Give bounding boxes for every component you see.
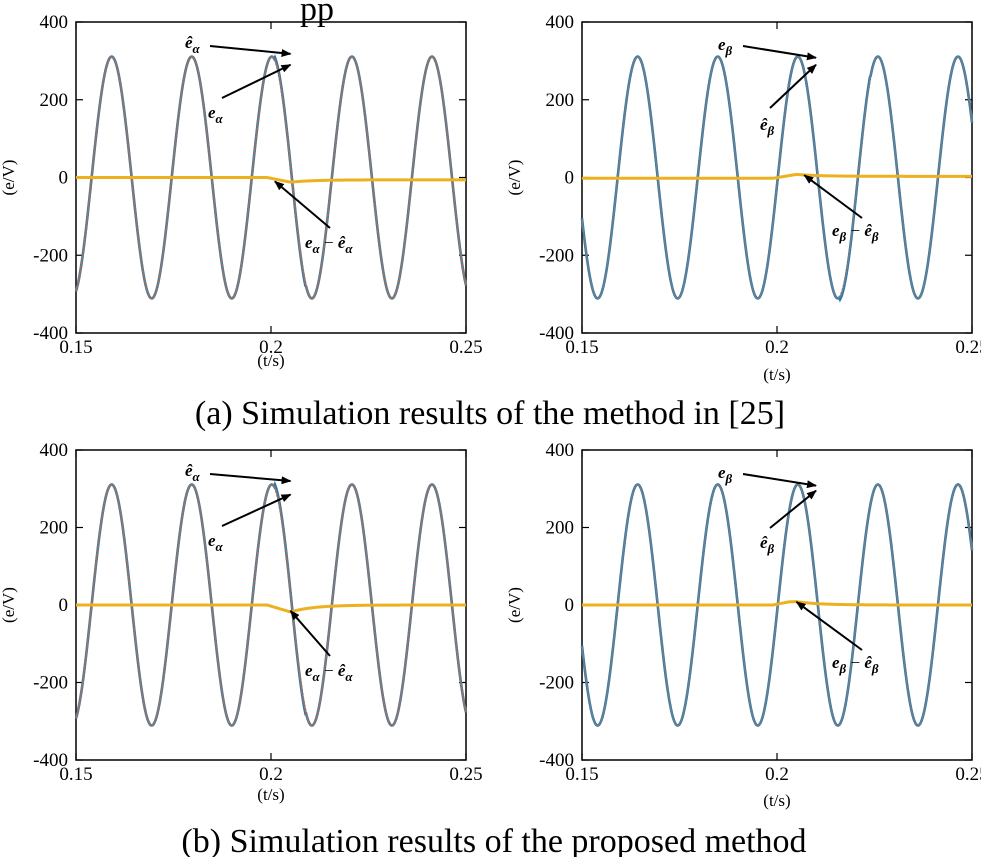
annotation-arrow [209,45,292,57]
series-line-overlap [581,483,973,727]
x-axis-label: (t/s) [257,351,284,370]
x-tick-label: 0.15 [565,764,598,785]
x-tick-label: 0.25 [955,764,981,785]
y-tick-label: 0 [565,168,575,189]
annotation-arrow [742,45,817,61]
y-axis-label: (e/V) [505,587,524,623]
x-tick-label: 0.15 [59,764,92,785]
annotation-arrow [742,473,817,489]
annotation-arrow [795,601,863,651]
y-tick-label: 0 [59,168,69,189]
series-line-overlap [75,55,467,300]
series-line-overlap [581,55,973,300]
caption-a: (a) Simulation results of the method in … [195,395,785,432]
y-tick-label: 0 [59,595,69,616]
annotation-estimate-label: êα [185,461,201,484]
annotation-actual-label: eβ [718,463,733,486]
annotation-arrow [221,63,292,99]
x-tick-label: 0.25 [449,764,482,785]
annotation-actual-label: eα [208,531,224,554]
y-axis-label: (e/V) [0,160,18,196]
annotation-estimate-label: êα [185,33,201,56]
series-line-error [76,176,466,184]
x-axis-label: (t/s) [763,365,790,384]
annotation-arrow [274,180,331,229]
series-line-error [582,172,972,180]
y-tick-label: 200 [546,90,575,111]
panel-b-alpha: -400 -200 0 200 400 0.15 0.2 0.25 (e/V) (t/s) êα eα… [0,440,483,804]
top-partial-caption: pp [300,0,334,28]
series-line-error [76,603,466,614]
annotation-error-label: eβ − êβ [832,653,879,676]
x-tick-label: 0.2 [765,337,789,358]
annotation-estimate-label: êβ [760,115,775,138]
y-tick-label: 400 [40,12,69,33]
y-tick-label: -200 [539,245,574,266]
y-tick-label: -400 [539,750,574,771]
y-tick-label: 400 [546,440,575,461]
panel-b-beta: -400 -200 0 200 400 0.15 0.2 0.25 (e/V) (t/s) eβ êβ… [505,440,981,810]
annotation-arrow [769,489,817,529]
x-tick-label: 0.2 [259,337,283,358]
annotation-arrow [209,473,292,485]
y-tick-label: 200 [546,518,575,539]
y-tick-label: 200 [40,518,69,539]
annotation-arrow [803,174,863,219]
y-tick-label: -400 [33,323,68,344]
x-axis-label: (t/s) [257,785,284,804]
series-line-overlap [75,483,467,727]
x-tick-label: 0.25 [449,337,482,358]
y-tick-label: 200 [40,90,69,111]
y-tick-label: 400 [546,12,575,33]
annotation-actual-label: eα [208,103,224,126]
panel-a-alpha: -400 -200 0 200 400 0.15 0.2 0.25 (e/V) (t/s) êα eα… [0,12,483,370]
y-tick-label: 0 [565,595,575,616]
panel-a-beta: -400 -200 0 200 400 0.15 0.2 0.25 (e/V) (t/s) eβ êβ… [505,12,981,384]
annotation-error-label: eβ − êβ [832,221,879,244]
series-line-error [582,600,972,607]
y-tick-label: -200 [33,245,68,266]
annotation-arrow [769,64,817,109]
x-axis-label: (t/s) [763,791,790,810]
annotation-estimate-label: êβ [760,533,775,556]
annotation-error-label: eα − êα [305,233,353,256]
y-axis-label: (e/V) [0,587,18,623]
y-tick-label: -200 [33,673,68,694]
x-tick-label: 0.25 [955,337,981,358]
x-tick-label: 0.2 [765,764,789,785]
y-tick-label: -400 [33,750,68,771]
caption-b: (b) Simulation results of the proposed m… [181,823,806,857]
y-tick-label: 400 [40,440,69,461]
annotation-arrow [289,610,331,657]
annotation-arrow [221,493,292,527]
x-tick-label: 0.15 [59,337,92,358]
annotation-actual-label: eβ [718,35,733,58]
annotation-error-label: eα − êα [305,661,353,684]
y-tick-label: -400 [539,323,574,344]
x-tick-label: 0.2 [259,764,283,785]
x-tick-label: 0.15 [565,337,598,358]
y-axis-label: (e/V) [505,160,524,196]
y-tick-label: -200 [539,673,574,694]
